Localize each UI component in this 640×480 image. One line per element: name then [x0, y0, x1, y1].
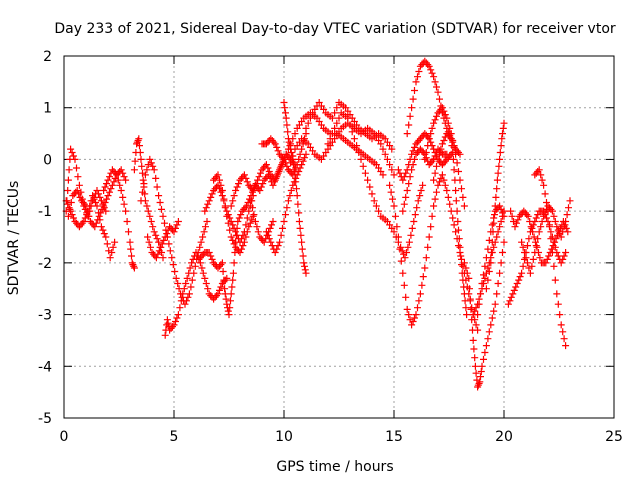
series-arc-12	[227, 155, 288, 210]
grid-lines	[64, 56, 614, 418]
series-arc-6	[137, 155, 211, 308]
series-arc-35	[531, 166, 570, 350]
series-arc-27	[430, 130, 471, 319]
series-markers	[460, 238, 508, 391]
y-tick-label: -2	[38, 256, 52, 272]
x-tick-label: 10	[275, 429, 293, 445]
series-markers	[100, 166, 138, 272]
y-tick-label: 0	[43, 152, 52, 168]
series-markers	[280, 99, 310, 277]
chart-title: Day 233 of 2021, Sidereal Day-to-day VTE…	[54, 21, 616, 37]
series-markers	[394, 130, 455, 184]
series-arc-8	[144, 218, 182, 262]
y-tick-label: 1	[43, 101, 52, 117]
series-arc-28	[460, 238, 508, 391]
series-markers	[201, 181, 257, 246]
series-arc-21	[324, 109, 427, 262]
x-axis-label: GPS time / hours	[276, 459, 393, 475]
y-tick-label: -3	[38, 308, 52, 324]
y-tick-label: -5	[38, 411, 52, 427]
x-tick-label: 25	[605, 429, 623, 445]
x-tick-label: 15	[385, 429, 403, 445]
series-arc-7	[161, 249, 231, 339]
series-markers	[258, 130, 310, 179]
series-markers	[430, 130, 471, 319]
series-arc-22	[386, 171, 482, 334]
series-markers	[210, 171, 257, 256]
series-arc-26	[421, 104, 468, 210]
series-markers	[130, 135, 167, 262]
series-arc-4	[100, 166, 138, 272]
series-markers	[302, 99, 396, 153]
series-markers	[64, 166, 130, 231]
series-arc-31	[469, 207, 508, 319]
series-arc-10	[201, 181, 257, 246]
series-markers	[324, 109, 427, 262]
plot-frame	[63, 55, 615, 419]
y-tick-label: -4	[38, 359, 52, 375]
tick-labels: 0 5 10 15 20 25 -5 -4 -3 -2 -1 0 1 2	[38, 49, 623, 445]
x-tick-label: 0	[60, 429, 69, 445]
series-arc-20	[302, 99, 396, 153]
x-tick-label: 20	[495, 429, 513, 445]
series-arc-5	[130, 135, 167, 262]
series-markers	[196, 181, 259, 319]
series-markers	[227, 155, 288, 210]
series-arc-15	[258, 130, 310, 179]
series-arc-3	[64, 166, 130, 231]
series-markers	[386, 171, 482, 334]
series-arc-23	[394, 130, 455, 184]
series-arc-11	[210, 171, 257, 256]
series-arc-9	[196, 181, 259, 319]
series-markers	[161, 249, 231, 339]
series-markers	[144, 218, 182, 262]
series-markers	[137, 155, 211, 308]
series-arc-17	[280, 99, 310, 277]
series-markers	[507, 207, 572, 267]
series-markers	[531, 166, 570, 350]
series-arc-34	[518, 197, 574, 277]
y-axis-label: SDTVAR / TECUs	[6, 181, 22, 296]
series-markers	[421, 104, 468, 210]
series-arc-33	[507, 207, 572, 267]
series-markers	[518, 197, 574, 277]
series-markers	[469, 207, 508, 319]
x-tick-label: 5	[170, 429, 179, 445]
y-tick-label: -1	[38, 204, 52, 220]
data-series	[62, 57, 574, 391]
y-tick-label: 2	[43, 49, 52, 65]
